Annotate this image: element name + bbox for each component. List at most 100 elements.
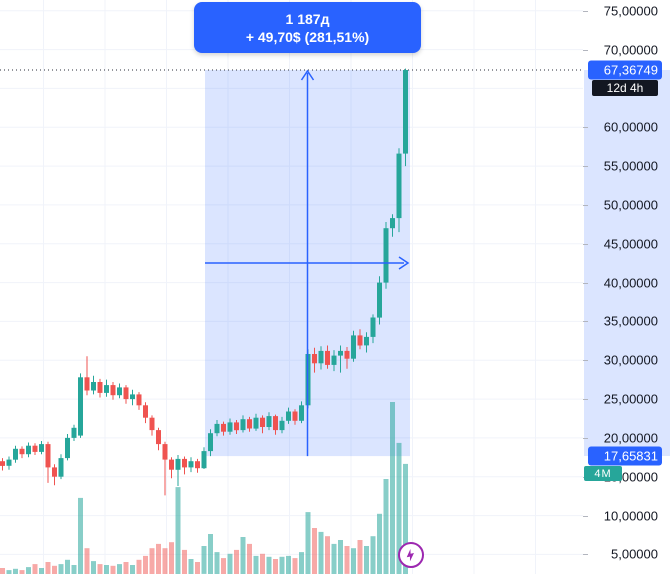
price-axis-tick xyxy=(583,360,588,362)
candle-body xyxy=(19,448,25,455)
price-axis-label: 20,00000 xyxy=(603,430,658,446)
candle-body xyxy=(325,350,330,365)
volume-bar xyxy=(273,559,278,574)
candle-body xyxy=(247,419,252,429)
volume-bar xyxy=(91,561,96,574)
volume-layer xyxy=(0,402,408,574)
price-axis-label: 50,00000 xyxy=(603,197,658,213)
volume-bar xyxy=(71,565,77,574)
candle-body xyxy=(97,382,103,393)
volume-bar xyxy=(292,558,298,574)
price-axis-tick xyxy=(583,166,588,168)
candle-body xyxy=(143,405,148,418)
candle-body xyxy=(195,461,200,469)
volume-value-badge: 4M xyxy=(584,466,622,482)
candle-body xyxy=(110,385,116,396)
candle-body xyxy=(383,228,389,283)
price-axis-tick xyxy=(583,437,588,439)
candle-body xyxy=(117,387,122,396)
candle-body xyxy=(312,354,317,364)
volume-bar xyxy=(260,553,265,574)
volume-bar xyxy=(403,463,408,574)
volume-bar xyxy=(0,568,5,574)
candle-body xyxy=(104,385,109,393)
candle-body xyxy=(208,433,213,452)
volume-bar xyxy=(286,555,291,574)
volume-bar xyxy=(58,564,64,574)
volume-bar xyxy=(195,562,200,574)
volume-bar xyxy=(240,537,246,574)
price-axis-label: 5,00000 xyxy=(611,546,658,562)
candle-body xyxy=(234,422,239,431)
candle-body xyxy=(286,411,291,421)
price-axis-label: 10,00000 xyxy=(603,508,658,524)
volume-bar xyxy=(344,546,350,574)
volume-bar xyxy=(6,570,12,574)
volume-bar xyxy=(396,442,402,574)
candle-body xyxy=(331,355,337,365)
volume-bar xyxy=(208,534,213,574)
candle-body xyxy=(370,317,376,337)
price-axis-tick xyxy=(583,515,588,517)
volume-bar xyxy=(299,552,304,574)
volume-bar xyxy=(227,553,233,574)
price-axis-tick xyxy=(583,10,588,12)
quick-trade-button[interactable] xyxy=(398,542,424,568)
volume-bar xyxy=(130,565,135,574)
candle-body xyxy=(58,458,64,477)
volume-bar xyxy=(156,543,161,574)
measure-tooltip[interactable]: 1 187д + 49,70$ (281,51%) xyxy=(194,2,421,53)
volume-bar xyxy=(221,558,226,574)
volume-bar xyxy=(351,548,356,574)
price-axis-label: 40,00000 xyxy=(603,275,658,291)
volume-bar xyxy=(338,540,343,574)
volume-bar xyxy=(117,564,122,574)
volume-bar xyxy=(149,548,155,574)
price-axis-tick xyxy=(583,127,588,129)
measure-start-price-badge: 17,65831 xyxy=(588,446,662,466)
volume-bar xyxy=(357,540,363,574)
volume-bar xyxy=(162,548,168,574)
volume-bar xyxy=(266,556,272,574)
candle-body xyxy=(227,422,233,432)
price-axis[interactable]: 75,00000 70,00000 60,00000 55,00000 50,00000… xyxy=(583,0,670,574)
candle-body xyxy=(260,417,265,427)
measure-range-band xyxy=(584,70,670,457)
candle-body xyxy=(357,335,363,346)
price-axis-tick xyxy=(583,554,588,556)
candle-body xyxy=(214,423,220,434)
candle-body xyxy=(71,427,77,438)
price-axis-label: 70,00000 xyxy=(603,42,658,58)
candle-body xyxy=(396,153,402,219)
candle-body xyxy=(32,445,38,452)
volume-bar xyxy=(175,487,181,574)
candle-body xyxy=(39,444,44,452)
candle-body xyxy=(13,448,18,460)
candle-body xyxy=(169,459,174,470)
candle-body xyxy=(182,458,187,468)
volume-bar xyxy=(364,546,369,574)
price-axis-tick xyxy=(583,49,588,51)
candle-body xyxy=(78,377,83,436)
volume-bar xyxy=(45,562,51,574)
volume-bar xyxy=(39,568,44,574)
candle-body xyxy=(377,282,382,318)
candle-body xyxy=(403,70,408,154)
candle-body xyxy=(188,461,194,468)
bar-countdown-badge: 12d 4h xyxy=(592,80,658,96)
candle-body xyxy=(266,416,272,427)
volume-bar xyxy=(253,555,259,574)
lightning-icon xyxy=(403,547,419,563)
volume-bar xyxy=(182,549,187,574)
volume-bar xyxy=(110,565,116,574)
candle-body xyxy=(390,218,395,229)
volume-bar xyxy=(32,564,38,574)
volume-bar xyxy=(234,549,239,574)
volume-bar xyxy=(390,402,395,574)
candle-body xyxy=(318,350,324,364)
volume-bar xyxy=(104,565,109,574)
measure-change: + 49,70$ (281,51%) xyxy=(245,28,370,45)
candle-body xyxy=(84,377,90,391)
volume-bar xyxy=(318,531,324,574)
